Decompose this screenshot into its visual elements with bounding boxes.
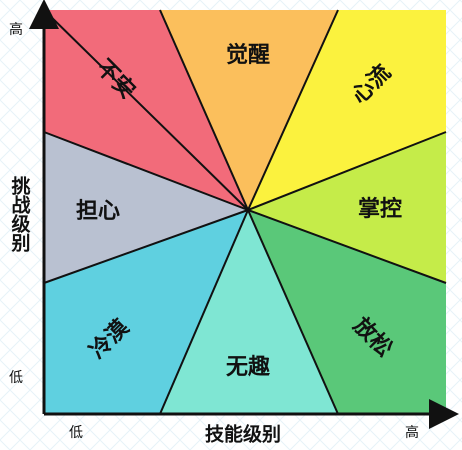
divider-line <box>159 9 249 211</box>
divider-line <box>247 9 339 211</box>
y-axis-low-label: 低 <box>9 370 23 386</box>
x-axis-label: 技能级别 <box>205 423 281 446</box>
divider-line <box>43 131 249 211</box>
divider-lines <box>43 9 447 415</box>
divider-line <box>43 209 249 284</box>
zone-label-worry: 担心 <box>76 199 120 224</box>
zone-control <box>248 132 446 283</box>
zone-flow <box>248 10 446 210</box>
zone-apathy <box>44 210 248 414</box>
divider-line <box>159 209 249 415</box>
x-axis-high-label: 高 <box>405 424 419 441</box>
zone-label-boredom: 无趣 <box>226 354 270 380</box>
x-axis-low-label: 低 <box>69 425 83 441</box>
zone-label-control: 掌控 <box>358 196 402 222</box>
divider-line <box>247 209 447 284</box>
divider-line <box>43 9 249 211</box>
zone-boredom <box>160 210 338 414</box>
y-axis-label: 挑战级别 <box>9 176 32 253</box>
y-axis-high-label: 高 <box>9 21 23 38</box>
zone-arousal <box>160 10 338 210</box>
zone-relaxation <box>248 210 446 414</box>
divider-line <box>247 131 447 211</box>
zone-label-arousal: 觉醒 <box>226 43 270 68</box>
divider-line <box>247 209 339 415</box>
zone-worry <box>44 132 248 283</box>
